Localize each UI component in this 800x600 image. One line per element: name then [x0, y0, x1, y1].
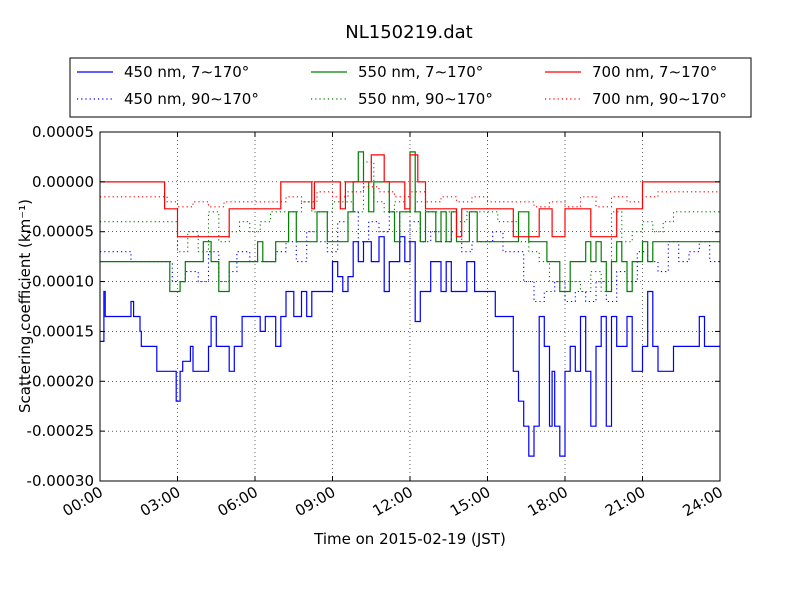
y-tick-label: -0.00005: [27, 223, 94, 241]
y-tick-label: -0.00020: [27, 372, 94, 390]
legend-label-0: 450 nm, 7∼170°: [124, 63, 249, 81]
legend-box: [69, 57, 752, 118]
x-tick-label: 21:00: [602, 483, 648, 520]
y-tick-label: -0.00025: [27, 422, 94, 440]
x-axis-label: Time on 2015-02-19 (JST): [313, 530, 506, 548]
legend-label-1: 450 nm, 90∼170°: [124, 90, 259, 108]
x-tick-label: 09:00: [292, 483, 338, 520]
y-tick-label: -0.00015: [27, 322, 94, 340]
y-tick-labels: 0.00005 0.00000 -0.00005 -0.00010 -0.00015 -0…: [27, 123, 94, 490]
legend-label-2: 550 nm, 7∼170°: [358, 63, 483, 81]
chart-title: NL150219.dat: [345, 22, 472, 43]
y-tick-label: 0.00005: [32, 123, 94, 141]
x-tick-label: 03:00: [137, 483, 183, 520]
x-tick-label: 18:00: [525, 483, 571, 520]
series-line-0: [100, 236, 720, 457]
legend-label-4: 700 nm, 7∼170°: [592, 63, 717, 81]
axis-ticks: [99, 131, 721, 482]
legend-label-5: 700 nm, 90∼170°: [592, 90, 727, 108]
y-axis-label: Scattering coefficient (km⁻¹): [16, 199, 34, 413]
series-line-4: [100, 154, 720, 238]
series-line-2: [100, 151, 720, 293]
y-tick-label: -0.00030: [27, 472, 94, 490]
x-tick-labels: 00:00 03:00 06:00 09:00 12:00 15:00 18:00 21:00…: [60, 483, 726, 520]
legend: 450 nm, 7∼170° 550 nm, 7∼170° 700 nm, 7∼17…: [69, 57, 752, 118]
x-tick-label: 06:00: [215, 483, 261, 520]
legend-label-3: 550 nm, 90∼170°: [358, 90, 493, 108]
y-tick-label: -0.00010: [27, 273, 94, 291]
x-tick-label: 15:00: [447, 483, 493, 520]
y-tick-label: 0.00000: [32, 173, 94, 191]
x-tick-label: 12:00: [370, 483, 416, 520]
x-tick-label: 24:00: [680, 483, 726, 520]
series-layer: [100, 151, 720, 457]
